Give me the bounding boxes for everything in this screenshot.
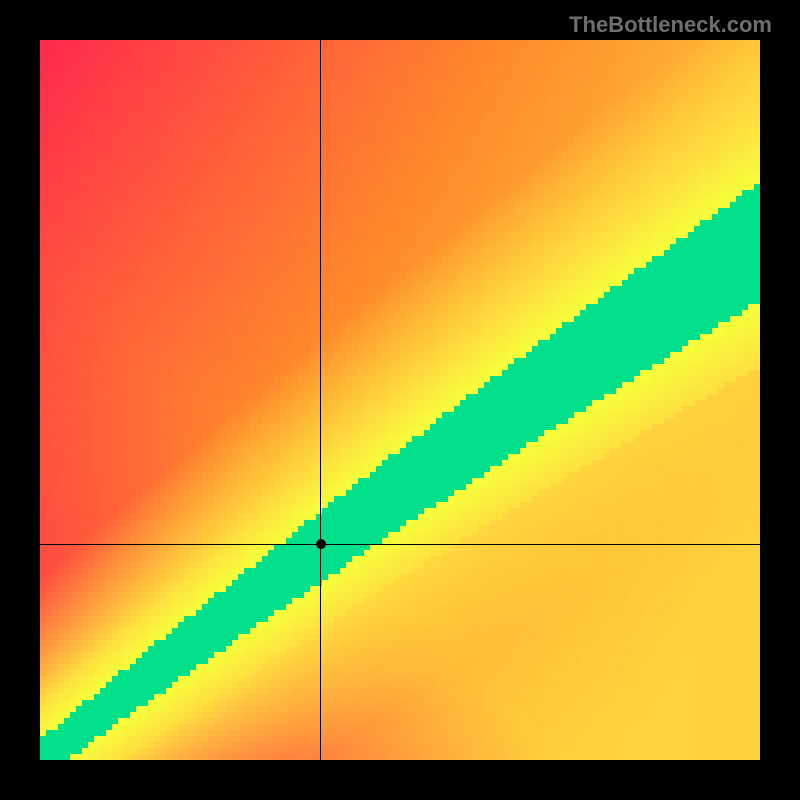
crosshair-vertical xyxy=(320,40,321,760)
crosshair-marker xyxy=(316,539,326,549)
chart-container: TheBottleneck.com xyxy=(0,0,800,800)
bottleneck-heatmap xyxy=(40,40,760,760)
crosshair-horizontal xyxy=(40,544,760,545)
watermark-text: TheBottleneck.com xyxy=(569,12,772,38)
